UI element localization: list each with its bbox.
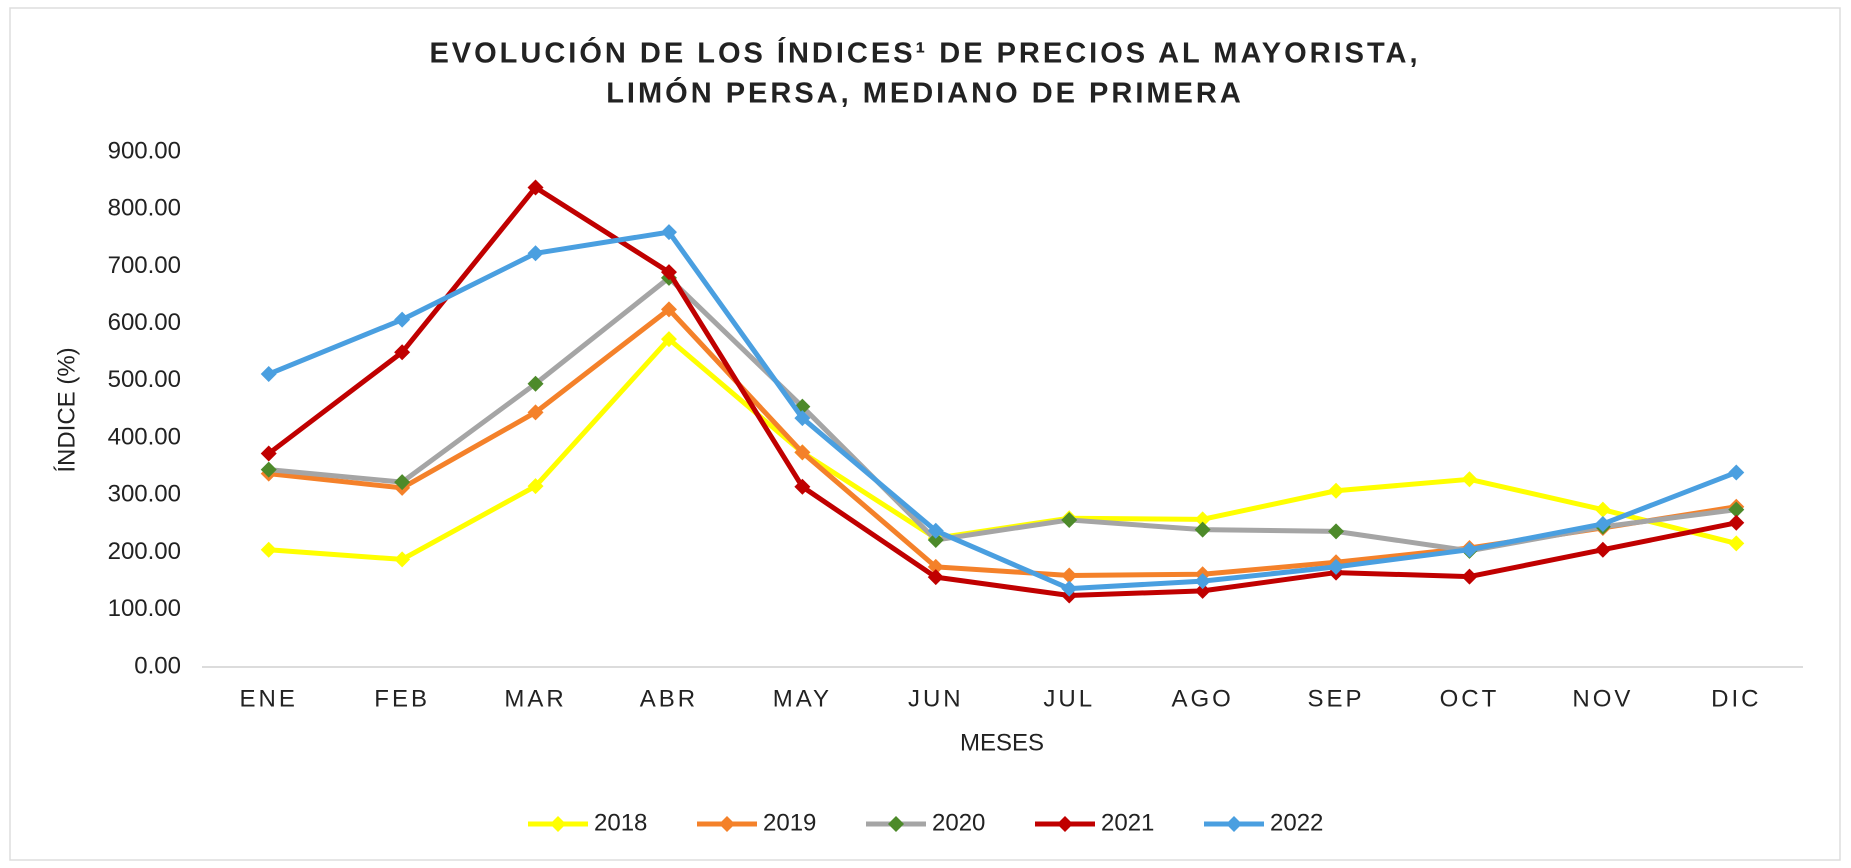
- data-point: [1194, 521, 1211, 538]
- chart-frame: [9, 7, 1841, 861]
- data-point: [660, 224, 677, 241]
- data-point: [660, 331, 677, 348]
- y-tick-label: 400.00: [108, 423, 181, 450]
- data-point: [527, 404, 544, 421]
- data-point: [794, 410, 811, 427]
- x-tick-label: DIC: [1711, 685, 1761, 712]
- data-point: [660, 301, 677, 318]
- data-point: [1594, 515, 1611, 532]
- series-line: [267, 229, 1738, 592]
- y-tick-label: 900.00: [108, 137, 181, 164]
- legend-label: 2022: [1270, 809, 1323, 836]
- data-point: [1061, 567, 1078, 584]
- x-tick-label: ENE: [240, 685, 298, 712]
- data-point: [927, 569, 944, 586]
- y-tick-label: 200.00: [108, 538, 181, 565]
- x-tick-label: SEP: [1308, 685, 1365, 712]
- x-tick-label: MAR: [504, 685, 566, 712]
- data-point: [1194, 573, 1211, 590]
- data-point: [1061, 511, 1078, 528]
- chart-title: EVOLUCIÓN DE LOS ÍNDICES¹ DE PRECIOS AL …: [429, 36, 1420, 70]
- data-point: [1328, 482, 1345, 499]
- x-tick-label: ABR: [640, 685, 698, 712]
- data-point: [794, 444, 811, 461]
- data-point: [1328, 558, 1345, 575]
- y-tick-label: 800.00: [108, 195, 181, 222]
- legend-label: 2018: [594, 809, 647, 836]
- data-point: [1328, 523, 1345, 540]
- legend-marker: [719, 816, 735, 832]
- series-line: [267, 184, 1737, 598]
- data-point: [260, 445, 277, 462]
- legend-label: 2019: [763, 809, 816, 836]
- data-point: [927, 558, 944, 575]
- data-point: [260, 366, 277, 383]
- x-tick-label: OCT: [1440, 685, 1500, 712]
- x-tick-label: AGO: [1171, 685, 1233, 712]
- data-point: [394, 344, 411, 361]
- x-tick-label: JUN: [908, 685, 964, 712]
- data-point: [1728, 501, 1745, 518]
- data-point: [527, 478, 544, 495]
- y-tick-label: 700.00: [108, 252, 181, 279]
- data-point: [1728, 514, 1745, 531]
- x-axis-title: MESES: [960, 729, 1044, 756]
- data-point: [394, 551, 411, 568]
- data-point: [260, 541, 277, 558]
- legend-marker: [888, 816, 904, 832]
- data-point: [394, 311, 411, 328]
- y-tick-label: 600.00: [108, 309, 181, 336]
- data-point: [1594, 541, 1611, 558]
- data-point: [394, 474, 411, 491]
- data-point: [1194, 511, 1211, 528]
- data-point: [1461, 568, 1478, 585]
- x-tick-label: JUL: [1043, 685, 1095, 712]
- y-tick-label: 0.00: [134, 652, 181, 679]
- y-tick-label: 300.00: [108, 481, 181, 508]
- y-tick-label: 100.00: [108, 595, 181, 622]
- data-point: [527, 179, 544, 196]
- y-tick-label: 500.00: [108, 366, 181, 393]
- data-point: [1061, 580, 1078, 597]
- x-tick-label: NOV: [1572, 685, 1633, 712]
- legend-marker: [550, 816, 566, 832]
- data-point: [1194, 582, 1211, 599]
- data-point: [1461, 541, 1478, 558]
- data-point: [1461, 471, 1478, 488]
- x-tick-label: MAY: [773, 685, 832, 712]
- y-axis-title: ÍNDICE (%): [53, 347, 80, 472]
- legend-marker: [1226, 816, 1242, 832]
- data-point: [927, 531, 944, 548]
- data-point: [1728, 535, 1745, 552]
- data-point: [927, 522, 944, 539]
- data-point: [1594, 501, 1611, 518]
- x-tick-label: FEB: [374, 685, 430, 712]
- legend-label: 2021: [1101, 809, 1154, 836]
- data-point: [794, 478, 811, 495]
- data-point: [527, 375, 544, 392]
- legend-label: 2020: [932, 809, 985, 836]
- legend-marker: [1057, 816, 1073, 832]
- data-point: [527, 245, 544, 262]
- chart-title: LIMÓN PERSA, MEDIANO DE PRIMERA: [606, 76, 1244, 110]
- data-point: [660, 264, 677, 281]
- data-point: [1728, 464, 1745, 481]
- data-point: [260, 461, 277, 478]
